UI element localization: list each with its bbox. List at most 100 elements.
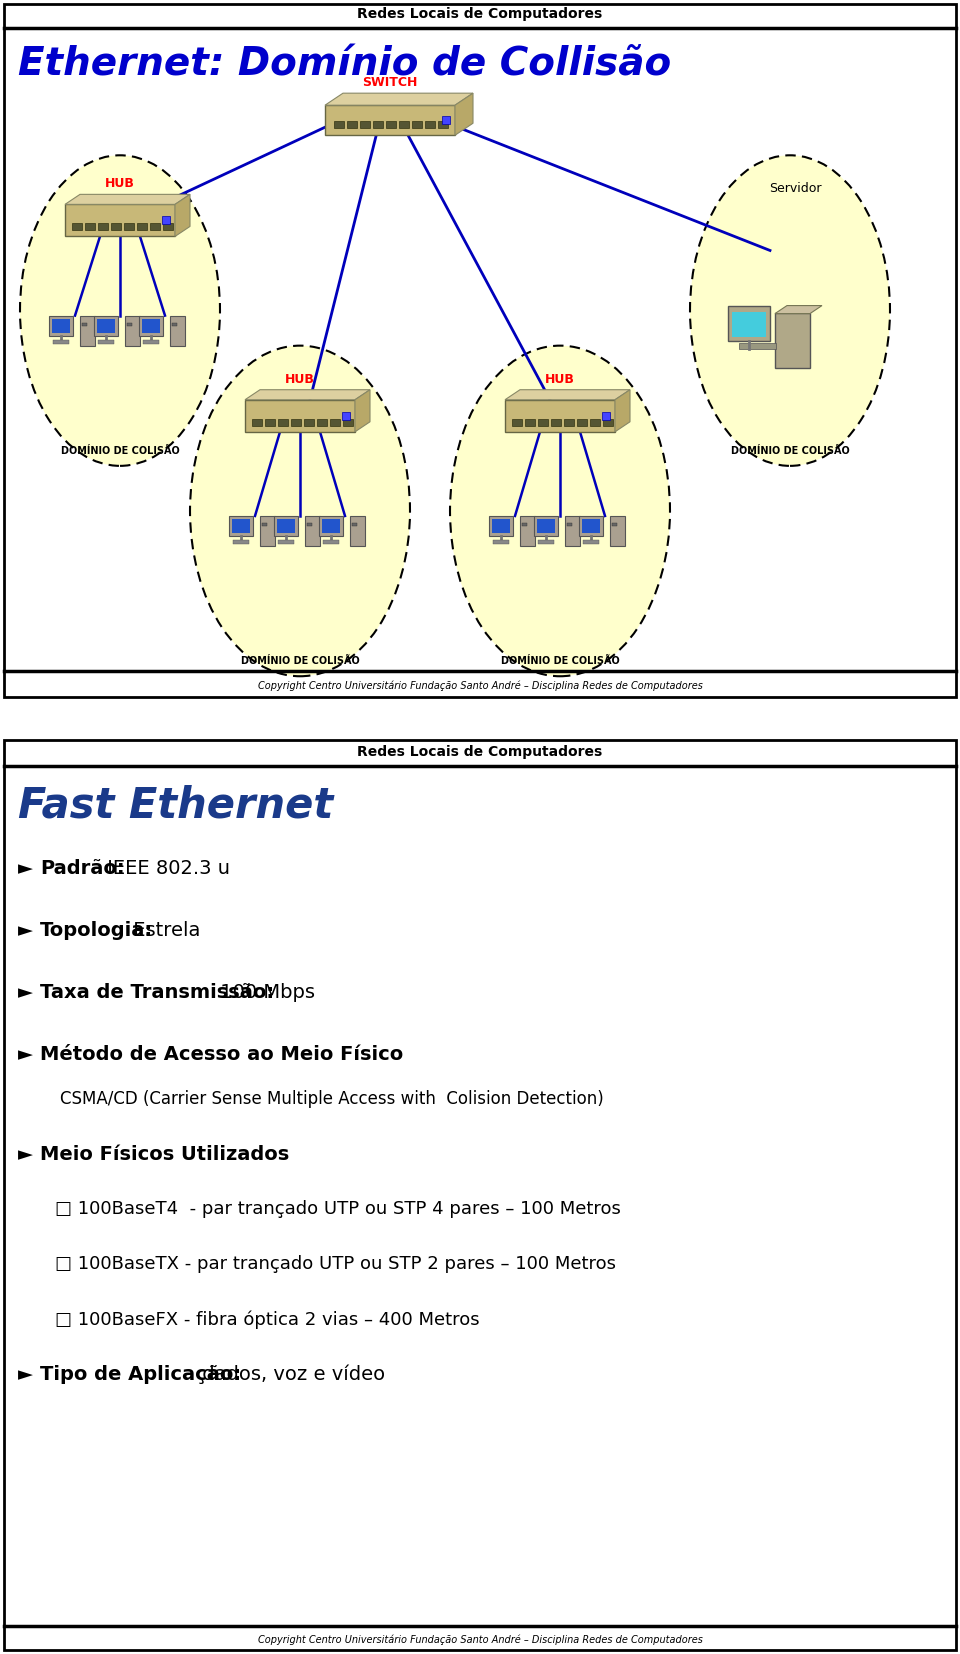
Text: □ 100BaseT4  - par trançado UTP ou STP 4 pares – 100 Metros: □ 100BaseT4 - par trançado UTP ou STP 4 … — [55, 1201, 621, 1217]
Polygon shape — [505, 390, 630, 400]
FancyBboxPatch shape — [612, 523, 617, 526]
FancyBboxPatch shape — [307, 523, 312, 526]
FancyBboxPatch shape — [322, 519, 340, 533]
FancyBboxPatch shape — [386, 121, 396, 129]
FancyBboxPatch shape — [172, 323, 177, 326]
Text: ►: ► — [18, 1045, 39, 1064]
Text: 100 Mbps: 100 Mbps — [213, 982, 315, 1002]
FancyBboxPatch shape — [522, 523, 527, 526]
FancyBboxPatch shape — [163, 223, 173, 230]
FancyBboxPatch shape — [493, 539, 509, 544]
Polygon shape — [245, 390, 370, 400]
FancyBboxPatch shape — [538, 539, 554, 544]
Polygon shape — [355, 390, 370, 432]
FancyBboxPatch shape — [142, 319, 160, 332]
Polygon shape — [455, 93, 473, 136]
FancyBboxPatch shape — [525, 418, 535, 425]
FancyBboxPatch shape — [442, 116, 450, 124]
FancyBboxPatch shape — [579, 516, 603, 536]
FancyBboxPatch shape — [343, 418, 353, 425]
Text: ►: ► — [18, 1145, 39, 1164]
FancyBboxPatch shape — [49, 316, 73, 336]
FancyBboxPatch shape — [425, 121, 435, 129]
Text: IEEE 802.3 u: IEEE 802.3 u — [101, 858, 229, 878]
FancyBboxPatch shape — [139, 316, 163, 336]
Polygon shape — [325, 93, 473, 106]
Ellipse shape — [450, 346, 670, 676]
FancyBboxPatch shape — [352, 523, 357, 526]
FancyBboxPatch shape — [350, 516, 365, 546]
Text: DOMÍNIO DE COLISÃO: DOMÍNIO DE COLISÃO — [241, 657, 359, 667]
FancyBboxPatch shape — [291, 418, 301, 425]
FancyBboxPatch shape — [505, 400, 615, 432]
Text: DOMÍNIO DE COLISÃO: DOMÍNIO DE COLISÃO — [731, 447, 850, 457]
FancyBboxPatch shape — [360, 121, 370, 129]
FancyBboxPatch shape — [85, 223, 95, 230]
Text: Redes Locais de Computadores: Redes Locais de Computadores — [357, 7, 603, 22]
FancyBboxPatch shape — [610, 516, 625, 546]
Text: ►: ► — [18, 921, 39, 939]
Text: Meio Físicos Utilizados: Meio Físicos Utilizados — [40, 1145, 289, 1164]
FancyBboxPatch shape — [438, 121, 448, 129]
FancyBboxPatch shape — [53, 339, 69, 344]
FancyBboxPatch shape — [334, 121, 344, 129]
Text: CSMA/CD (Carrier Sense Multiple Access with  Colision Detection): CSMA/CD (Carrier Sense Multiple Access w… — [60, 1090, 604, 1108]
FancyBboxPatch shape — [412, 121, 422, 129]
FancyBboxPatch shape — [265, 418, 275, 425]
FancyBboxPatch shape — [137, 223, 147, 230]
Text: Ethernet: Domínio de Collisão: Ethernet: Domínio de Collisão — [18, 45, 671, 83]
FancyBboxPatch shape — [170, 316, 185, 346]
FancyBboxPatch shape — [252, 418, 262, 425]
FancyBboxPatch shape — [739, 342, 776, 349]
Text: Padrão:: Padrão: — [40, 858, 125, 878]
Text: dados, voz e vídeo: dados, voz e vídeo — [196, 1365, 385, 1384]
FancyBboxPatch shape — [317, 418, 327, 425]
FancyBboxPatch shape — [52, 319, 70, 332]
FancyBboxPatch shape — [98, 339, 114, 344]
FancyBboxPatch shape — [323, 539, 339, 544]
Polygon shape — [615, 390, 630, 432]
Text: Copyright Centro Universitário Fundação Santo André – Disciplina Redes de Comput: Copyright Centro Universitário Fundação … — [257, 1634, 703, 1646]
FancyBboxPatch shape — [94, 316, 118, 336]
Text: □ 100BaseTX - par trançado UTP ou STP 2 pares – 100 Metros: □ 100BaseTX - par trançado UTP ou STP 2 … — [55, 1255, 616, 1274]
FancyBboxPatch shape — [603, 418, 613, 425]
Text: □ 100BaseFX - fibra óptica 2 vias – 400 Metros: □ 100BaseFX - fibra óptica 2 vias – 400 … — [55, 1310, 480, 1328]
FancyBboxPatch shape — [551, 418, 561, 425]
FancyBboxPatch shape — [274, 516, 298, 536]
Text: Tipo de Aplicação:: Tipo de Aplicação: — [40, 1365, 241, 1384]
FancyBboxPatch shape — [233, 539, 249, 544]
FancyBboxPatch shape — [582, 519, 600, 533]
FancyBboxPatch shape — [260, 516, 275, 546]
FancyBboxPatch shape — [489, 516, 513, 536]
FancyBboxPatch shape — [80, 316, 95, 346]
Text: DOMÍNIO DE COLISÃO: DOMÍNIO DE COLISÃO — [60, 447, 180, 457]
FancyBboxPatch shape — [125, 316, 140, 346]
FancyBboxPatch shape — [534, 516, 558, 536]
FancyBboxPatch shape — [229, 516, 253, 536]
FancyBboxPatch shape — [162, 217, 170, 225]
FancyBboxPatch shape — [232, 519, 250, 533]
Text: HUB: HUB — [105, 177, 135, 190]
Text: Copyright Centro Universitário Fundação Santo André – Disciplina Redes de Comput: Copyright Centro Universitário Fundação … — [257, 680, 703, 690]
Text: Topologia:: Topologia: — [40, 921, 154, 939]
Text: HUB: HUB — [545, 372, 575, 385]
FancyBboxPatch shape — [512, 418, 522, 425]
FancyBboxPatch shape — [72, 223, 82, 230]
FancyBboxPatch shape — [245, 400, 355, 432]
Text: ►: ► — [18, 982, 39, 1002]
FancyBboxPatch shape — [325, 106, 455, 136]
FancyBboxPatch shape — [577, 418, 587, 425]
FancyBboxPatch shape — [262, 523, 267, 526]
FancyBboxPatch shape — [124, 223, 134, 230]
Ellipse shape — [690, 155, 890, 466]
FancyBboxPatch shape — [537, 519, 555, 533]
Text: SWITCH: SWITCH — [362, 76, 418, 89]
FancyBboxPatch shape — [319, 516, 343, 536]
FancyBboxPatch shape — [567, 523, 572, 526]
Text: Taxa de Transmissão:: Taxa de Transmissão: — [40, 982, 275, 1002]
FancyBboxPatch shape — [520, 516, 535, 546]
Text: HUB: HUB — [285, 372, 315, 385]
FancyBboxPatch shape — [277, 519, 295, 533]
FancyBboxPatch shape — [373, 121, 383, 129]
Text: Servidor: Servidor — [769, 182, 821, 195]
